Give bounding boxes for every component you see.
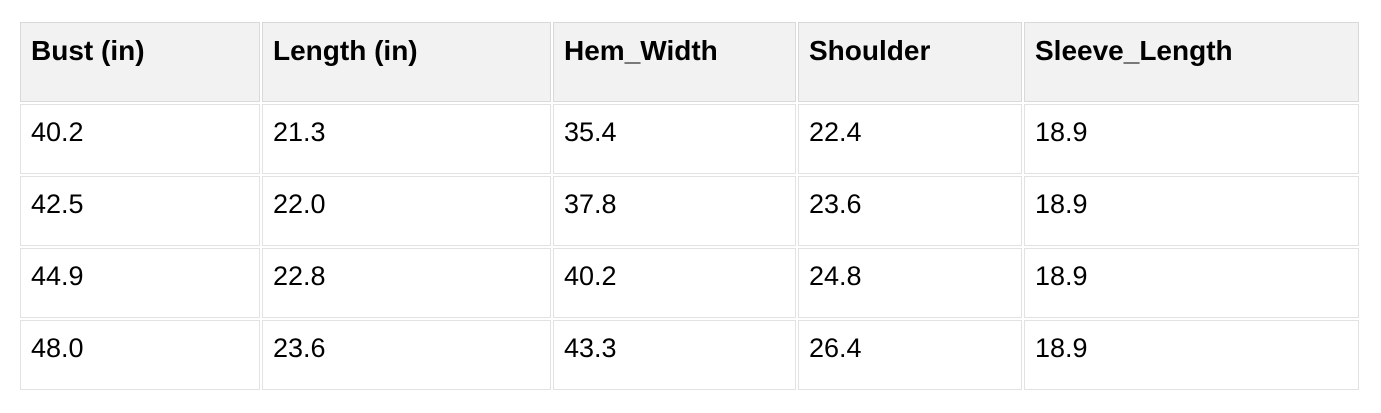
header-row: Bust (in) Length (in) Hem_Width Shoulder… <box>20 22 1359 102</box>
cell-length: 22.0 <box>262 176 551 246</box>
cell-shoulder: 23.6 <box>798 176 1022 246</box>
cell-length: 23.6 <box>262 320 551 390</box>
cell-shoulder: 26.4 <box>798 320 1022 390</box>
cell-sleeve-length: 18.9 <box>1024 176 1359 246</box>
cell-sleeve-length: 18.9 <box>1024 104 1359 174</box>
table-body: 40.2 21.3 35.4 22.4 18.9 42.5 22.0 37.8 … <box>20 104 1359 390</box>
column-header-length: Length (in) <box>262 22 551 102</box>
table-row: 42.5 22.0 37.8 23.6 18.9 <box>20 176 1359 246</box>
cell-shoulder: 22.4 <box>798 104 1022 174</box>
column-header-hem-width: Hem_Width <box>553 22 796 102</box>
cell-sleeve-length: 18.9 <box>1024 248 1359 318</box>
cell-hem-width: 37.8 <box>553 176 796 246</box>
cell-sleeve-length: 18.9 <box>1024 320 1359 390</box>
cell-bust: 42.5 <box>20 176 260 246</box>
cell-bust: 44.9 <box>20 248 260 318</box>
column-header-sleeve-length: Sleeve_Length <box>1024 22 1359 102</box>
table-row: 40.2 21.3 35.4 22.4 18.9 <box>20 104 1359 174</box>
cell-hem-width: 35.4 <box>553 104 796 174</box>
column-header-shoulder: Shoulder <box>798 22 1022 102</box>
size-chart-table: Bust (in) Length (in) Hem_Width Shoulder… <box>18 20 1361 392</box>
cell-bust: 48.0 <box>20 320 260 390</box>
table-header: Bust (in) Length (in) Hem_Width Shoulder… <box>20 22 1359 102</box>
cell-shoulder: 24.8 <box>798 248 1022 318</box>
cell-length: 21.3 <box>262 104 551 174</box>
table-row: 44.9 22.8 40.2 24.8 18.9 <box>20 248 1359 318</box>
cell-length: 22.8 <box>262 248 551 318</box>
cell-hem-width: 40.2 <box>553 248 796 318</box>
cell-bust: 40.2 <box>20 104 260 174</box>
column-header-bust: Bust (in) <box>20 22 260 102</box>
size-chart-container: Bust (in) Length (in) Hem_Width Shoulder… <box>18 20 1381 392</box>
cell-hem-width: 43.3 <box>553 320 796 390</box>
table-row: 48.0 23.6 43.3 26.4 18.9 <box>20 320 1359 390</box>
